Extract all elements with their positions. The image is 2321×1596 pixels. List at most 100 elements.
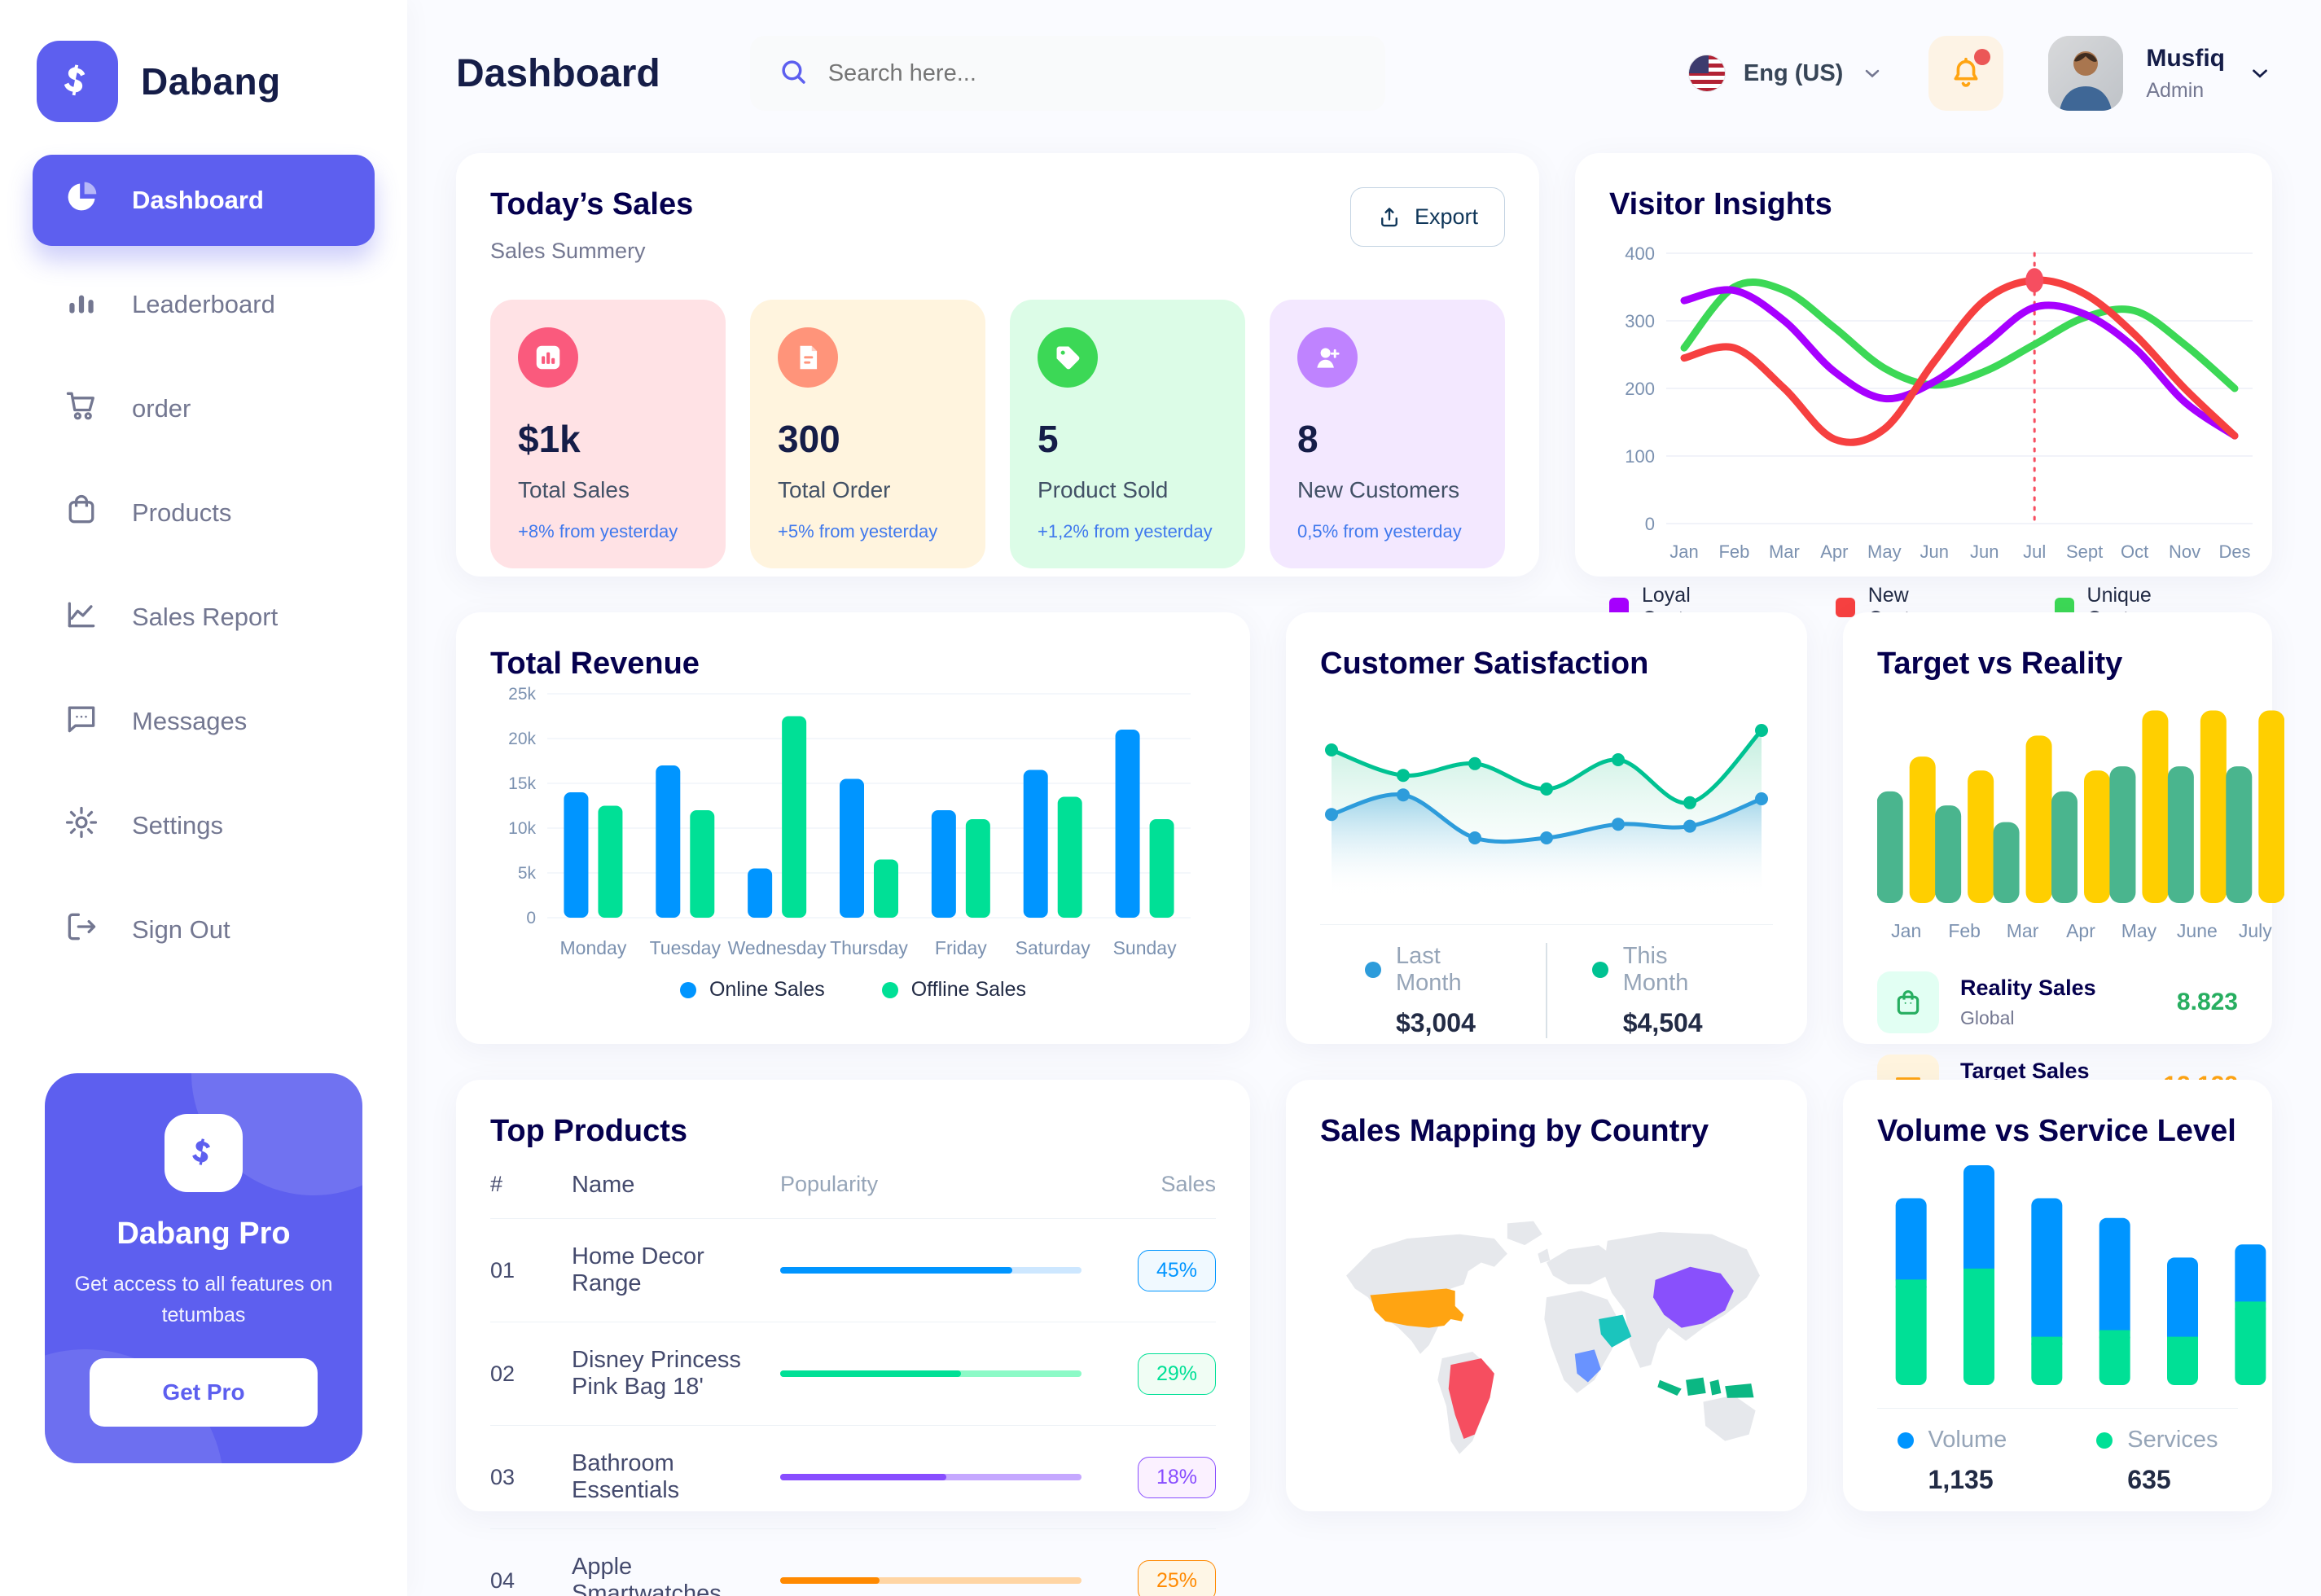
svg-text:20k: 20k	[508, 730, 536, 748]
svg-text:Jan: Jan	[1891, 920, 1921, 941]
svg-text:Tuesday: Tuesday	[650, 937, 722, 958]
bag-icon	[64, 492, 99, 534]
customer-satisfaction-chart	[1320, 682, 1773, 910]
table-row: 03 Bathroom Essentials 18%	[490, 1426, 1216, 1529]
card-title: Today’s Sales	[490, 187, 694, 221]
svg-text:Feb: Feb	[1718, 542, 1749, 562]
svg-text:10k: 10k	[508, 819, 536, 838]
stat-value: 8	[1297, 418, 1318, 460]
target-vs-reality-chart: Jan Feb Mar Apr May June July	[1877, 682, 2284, 950]
page-title: Dashboard	[456, 51, 660, 95]
card-title: Total Revenue	[490, 647, 700, 681]
legend-value: 635	[2127, 1465, 2171, 1494]
svg-text:5k: 5k	[518, 864, 537, 883]
user-info: Musfiq Admin	[2146, 45, 2225, 103]
stat-delta: 0,5% from yesterday	[1297, 521, 1462, 542]
brand-name: Dabang	[141, 60, 281, 103]
svg-text:25k: 25k	[508, 685, 536, 704]
svg-text:Friday: Friday	[935, 937, 987, 958]
sidebar-item-dashboard[interactable]: Dashboard	[33, 155, 375, 246]
card-subtitle: Sales Summery	[490, 239, 646, 263]
stat-delta: +8% from yesterday	[518, 521, 678, 542]
notifications-button[interactable]	[1928, 36, 2004, 111]
svg-text:Jun: Jun	[1920, 542, 1949, 562]
legend-item: Online Sales	[679, 978, 825, 1002]
row-1: Today’s Sales Sales Summery Export	[456, 153, 2272, 630]
card-title: Volume vs Service Level	[1877, 1114, 2236, 1148]
svg-text:May: May	[1867, 542, 1902, 562]
stat-label: Total Order	[778, 477, 891, 502]
sidebar-item-messages[interactable]: Messages	[33, 676, 375, 767]
stat-chart-icon	[518, 327, 578, 388]
sidebar-item-sales-report[interactable]: Sales Report	[33, 572, 375, 663]
svg-text:Oct: Oct	[2121, 542, 2148, 562]
svg-text:100: 100	[1625, 446, 1655, 467]
legend-subtitle: Global	[1960, 1007, 2015, 1028]
stat-label: Product Sold	[1038, 477, 1169, 502]
legend-swatch	[1835, 598, 1855, 617]
svg-text:Des: Des	[2218, 542, 2250, 562]
row-2: Total Revenue 0 5k 10k 15k 20k 25k Monday Tuesd…	[456, 612, 2284, 1116]
svg-text:Sunday: Sunday	[1113, 937, 1178, 958]
stat-delta: +1,2% from yesterday	[1038, 521, 1213, 542]
product-name: Disney Princess Pink Bag 18'	[572, 1347, 741, 1400]
language-selector[interactable]: Eng (US)	[1687, 55, 1884, 92]
stat-label: New Customers	[1297, 477, 1460, 502]
stat-cards: $1k Total Sales +8% from yesterday 300 T…	[490, 300, 1505, 568]
popularity-bar	[780, 1267, 1082, 1274]
svg-text:Jul: Jul	[2023, 542, 2046, 562]
svg-text:Mar: Mar	[2007, 920, 2039, 941]
popularity-bar	[780, 1370, 1082, 1377]
legend-dot	[679, 981, 696, 998]
legend-label: Online Sales	[709, 978, 825, 1001]
divider	[1877, 1408, 2238, 1409]
product-rank: 02	[490, 1361, 516, 1386]
total-revenue-card: Total Revenue 0 5k 10k 15k 20k 25k Monday Tuesd…	[456, 612, 1250, 1044]
export-button[interactable]: Export	[1349, 187, 1505, 247]
us-flag-icon	[1687, 55, 1726, 92]
sidebar-item-label: Sales Report	[132, 603, 279, 631]
sidebar-item-order[interactable]: order	[33, 363, 375, 454]
sidebar-item-label: Leaderboard	[132, 290, 275, 318]
search-box	[749, 36, 1385, 111]
line-chart-icon	[64, 596, 99, 638]
legend-dot	[2096, 1432, 2113, 1449]
legend-dot	[1897, 1432, 1914, 1449]
svg-text:Mar: Mar	[1769, 542, 1800, 562]
sales-badge: 45%	[1137, 1249, 1216, 1291]
stat-value: 300	[778, 418, 840, 460]
sidebar-item-label: Settings	[132, 811, 224, 840]
svg-text:Thursday: Thursday	[830, 937, 908, 958]
customer-satisfaction-card: Customer Satisfaction Last Month $3,004	[1286, 612, 1807, 1044]
svg-text:Monday: Monday	[560, 937, 627, 958]
legend-title: Target Sales	[1960, 1059, 2090, 1083]
sidebar-item-settings[interactable]: Settings	[33, 780, 375, 871]
export-label: Export	[1414, 204, 1478, 229]
product-rank: 01	[490, 1257, 516, 1282]
card-title: Customer Satisfaction	[1320, 647, 1649, 681]
chevron-down-icon	[2253, 69, 2267, 78]
brand: Dabang	[0, 33, 407, 155]
legend-label: Volume	[1928, 1427, 2007, 1453]
chevron-down-icon	[1866, 69, 1880, 78]
notification-badge	[1974, 49, 1991, 65]
stat-new-customers: 8 New Customers 0,5% from yesterday	[1270, 300, 1505, 568]
svg-text:Feb: Feb	[1948, 920, 1981, 941]
sidebar-item-label: Messages	[132, 707, 248, 735]
legend-dot	[1365, 962, 1381, 978]
total-revenue-chart: 0 5k 10k 15k 20k 25k Monday Tuesday Wednesday Thu…	[490, 682, 1216, 967]
search-input[interactable]	[827, 59, 1358, 87]
sidebar-item-leaderboard[interactable]: Leaderboard	[33, 259, 375, 350]
sidebar: Dabang Dashboard Leaderboard order	[0, 0, 407, 1596]
sidebar-item-sign-out[interactable]: Sign Out	[33, 884, 375, 976]
visitor-insights-card: Visitor Insights 0 100 200 300 400 Jan Feb Mar A…	[1575, 153, 2272, 630]
sales-badge: 29%	[1137, 1353, 1216, 1395]
legend-label: This Month	[1622, 943, 1689, 996]
user-menu[interactable]: Musfiq Admin	[2048, 36, 2272, 111]
legend-value: $3,004	[1396, 1008, 1476, 1037]
svg-text:June: June	[2177, 920, 2218, 941]
table-row: 02 Disney Princess Pink Bag 18' 29%	[490, 1322, 1216, 1426]
sidebar-item-products[interactable]: Products	[33, 467, 375, 559]
get-pro-button[interactable]: Get Pro	[90, 1358, 318, 1427]
cart-icon	[64, 388, 99, 430]
